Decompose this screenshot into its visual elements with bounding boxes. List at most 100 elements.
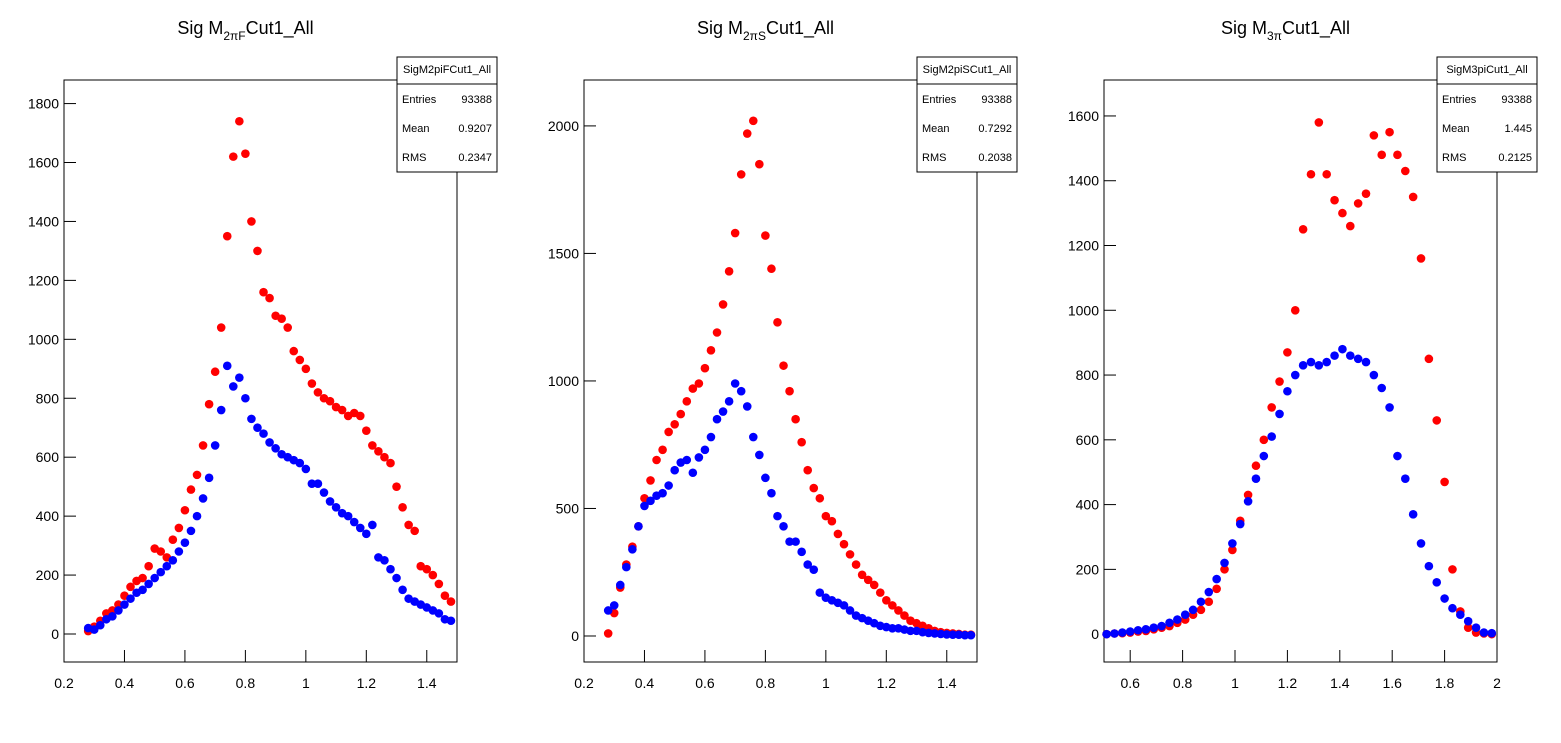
data-point xyxy=(767,264,776,274)
data-point xyxy=(1243,497,1253,506)
data-point xyxy=(1251,461,1261,471)
data-point xyxy=(1283,386,1292,396)
data-point xyxy=(216,323,226,332)
data-point xyxy=(888,624,897,633)
data-point xyxy=(966,630,976,640)
data-point xyxy=(1196,605,1206,615)
data-point xyxy=(156,547,166,556)
data-point xyxy=(1353,354,1363,364)
data-point xyxy=(700,445,710,455)
data-point xyxy=(670,420,679,429)
data-point xyxy=(313,479,323,489)
data-point xyxy=(1290,305,1300,315)
y-tick-label: 800 xyxy=(36,390,60,406)
data-point xyxy=(386,458,395,468)
data-point xyxy=(615,580,625,590)
data-point xyxy=(1424,561,1434,571)
data-point xyxy=(410,526,419,536)
title-subscript: 3π xyxy=(1267,29,1282,43)
y-tick-label: 200 xyxy=(1076,561,1100,577)
data-point xyxy=(622,562,631,572)
data-point xyxy=(1212,574,1221,584)
data-point xyxy=(1463,623,1473,632)
data-point xyxy=(1196,597,1206,607)
data-point xyxy=(325,396,335,406)
data-point xyxy=(380,556,389,565)
data-point xyxy=(1267,432,1276,441)
chart-title: Sig M2πFCut1_All xyxy=(177,18,313,43)
title-suffix: Cut1_All xyxy=(766,18,834,39)
data-point xyxy=(785,537,794,546)
data-point xyxy=(851,560,861,569)
data-point xyxy=(664,427,673,437)
data-point xyxy=(89,625,99,634)
data-point xyxy=(222,361,232,371)
data-point xyxy=(640,501,649,511)
data-point xyxy=(942,630,952,639)
data-point xyxy=(1377,150,1387,160)
data-point xyxy=(1267,403,1276,412)
stats-value: 1.445 xyxy=(1504,123,1532,135)
y-tick-label: 1400 xyxy=(1068,173,1099,189)
data-point xyxy=(718,407,728,416)
data-point xyxy=(168,556,178,565)
data-point xyxy=(440,591,450,600)
stats-value: 0.9207 xyxy=(458,123,492,135)
data-point xyxy=(791,537,800,546)
data-point xyxy=(1424,354,1434,364)
stats-value: 93388 xyxy=(981,94,1012,106)
stats-label: RMS xyxy=(922,152,946,164)
data-point xyxy=(398,585,407,595)
y-tick-label: 2000 xyxy=(548,118,579,134)
data-point xyxy=(1440,477,1449,487)
data-point xyxy=(1141,624,1151,634)
x-tick-label: 0.8 xyxy=(756,675,776,691)
data-point xyxy=(283,323,293,332)
data-point xyxy=(204,473,214,483)
data-point xyxy=(767,488,776,498)
data-point xyxy=(1361,357,1371,367)
data-point xyxy=(192,511,202,521)
stats-label: Entries xyxy=(402,94,437,106)
data-point xyxy=(1440,594,1449,603)
data-point xyxy=(742,129,752,138)
data-point xyxy=(791,414,800,424)
data-point xyxy=(803,560,813,569)
data-point xyxy=(168,535,178,545)
data-point xyxy=(869,580,879,590)
data-point xyxy=(222,231,232,241)
data-point xyxy=(144,561,153,571)
data-point xyxy=(839,539,849,549)
data-point xyxy=(748,432,758,442)
data-point xyxy=(1330,195,1339,205)
data-point xyxy=(1322,169,1331,179)
data-point xyxy=(289,346,299,356)
data-point xyxy=(694,453,704,462)
data-point xyxy=(216,405,226,415)
y-tick-label: 400 xyxy=(1076,497,1100,513)
stats-label: Entries xyxy=(1442,94,1477,106)
data-point xyxy=(1243,490,1253,500)
data-point xyxy=(1432,416,1442,425)
data-point xyxy=(349,517,359,527)
x-tick-label: 1.4 xyxy=(1330,675,1350,691)
data-point xyxy=(156,567,166,577)
x-tick-label: 0.8 xyxy=(1173,675,1193,691)
x-tick-label: 1.2 xyxy=(1278,675,1298,691)
data-point xyxy=(301,364,311,374)
data-point xyxy=(845,606,855,615)
data-point xyxy=(362,529,371,539)
data-point xyxy=(1385,127,1394,137)
data-point xyxy=(180,538,190,547)
data-point xyxy=(1463,616,1473,626)
data-point xyxy=(900,611,909,620)
stats-value: 0.2038 xyxy=(978,152,1012,164)
data-point xyxy=(138,585,147,595)
data-point xyxy=(670,465,679,475)
data-point xyxy=(712,328,722,337)
data-point xyxy=(833,529,843,539)
data-point xyxy=(355,523,365,533)
title-main: Sig M xyxy=(177,18,223,38)
title-main: Sig M xyxy=(697,18,743,38)
data-point xyxy=(198,494,208,503)
